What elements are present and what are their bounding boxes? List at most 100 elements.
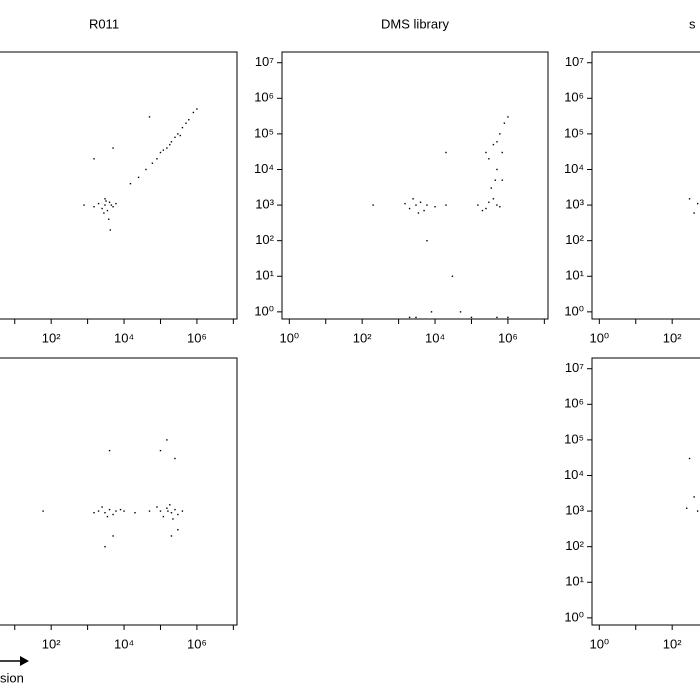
x-tick-label: 10⁰ [589,330,609,345]
y-tick-label: 10¹ [255,268,274,283]
panel-title: R011 [89,16,119,31]
point [110,204,113,206]
x-tick-label: 10⁶ [498,330,518,345]
y-tick-label: 10⁰ [254,303,274,318]
point [179,134,181,137]
point [499,133,501,135]
x-tick-label: 10² [353,330,372,345]
x-tick-label: 10⁰ [589,636,609,651]
plot-frame [0,51,238,320]
point [496,316,498,319]
point [108,218,110,220]
point [490,187,492,189]
y-tick-label: 10⁴ [564,467,584,482]
y-tick-label: 10² [255,232,274,247]
point [101,506,103,508]
point [507,316,509,319]
y-tick-label: 10³ [565,503,584,518]
x-tick-label: 10² [42,330,61,345]
point [415,204,417,206]
point [108,508,111,511]
x-tick-label: 10⁶ [187,636,207,651]
point [174,508,176,511]
point [170,512,173,514]
point [372,204,374,206]
point [115,510,117,512]
point [170,141,173,143]
point [693,212,695,214]
x-tick-label: 10⁰ [279,330,299,345]
point [503,122,506,124]
point [434,206,436,208]
point [159,510,162,512]
point [101,207,103,210]
point [501,151,503,154]
point [106,209,109,212]
point [423,209,425,212]
point [123,510,125,512]
point [177,528,179,531]
point [496,141,498,143]
plot-frame [591,357,700,626]
point [104,545,106,548]
point [419,201,422,203]
point [181,510,184,512]
point [112,147,114,149]
y-tick-label: 10² [565,538,584,553]
point [188,119,190,121]
point [159,449,162,452]
point [181,126,184,129]
point [106,515,109,518]
point [415,316,417,319]
point [494,179,496,181]
point [492,198,495,200]
x-tick-label: 10² [663,330,682,345]
point [167,510,169,512]
point [109,229,112,231]
point [97,202,100,205]
point [445,204,447,206]
point [174,136,176,139]
y-tick-label: 10² [565,232,584,247]
point [688,457,691,460]
point [492,143,495,146]
x-tick-label: 10² [663,636,682,651]
plot-frame [281,51,549,320]
point [156,158,158,160]
point [696,202,699,205]
point [488,158,490,160]
point [159,151,162,154]
x-tick-label: 10⁴ [114,330,134,345]
point [108,449,111,452]
point [196,108,198,110]
y-tick-label: 10⁶ [564,90,584,105]
point [42,510,44,512]
point [426,239,428,242]
point [177,133,179,135]
y-tick-label: 10⁶ [564,396,584,411]
point [696,510,699,512]
point [119,508,122,511]
point [445,151,447,154]
x-axis-label: sion [0,670,24,685]
point [507,116,509,118]
point [412,198,414,200]
point [148,116,151,118]
point [426,204,428,206]
y-tick-label: 10³ [565,197,584,212]
point [93,158,95,160]
point [166,507,168,509]
point [430,311,433,313]
point [459,311,462,313]
point [145,168,147,171]
point [169,143,171,146]
point [496,168,498,171]
point [105,200,107,202]
point [470,316,473,319]
point [166,439,168,441]
point [169,504,171,506]
x-tick-label: 10⁴ [425,330,445,345]
y-tick-label: 10⁷ [255,54,274,69]
point [404,202,406,205]
y-tick-label: 10⁵ [254,125,274,140]
